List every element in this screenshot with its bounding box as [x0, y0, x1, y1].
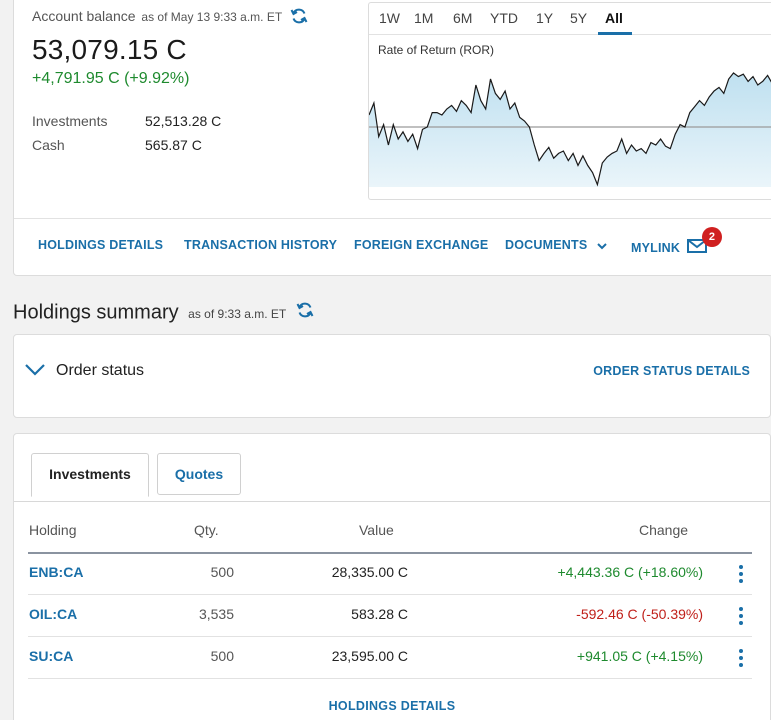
- order-status-details-link[interactable]: ORDER STATUS DETAILS: [593, 364, 750, 378]
- cash-label: Cash: [32, 137, 65, 153]
- range-6m[interactable]: 6M: [453, 10, 473, 26]
- col-change: Change: [639, 522, 689, 538]
- holdings-card: Investments Quotes Holding Qty. Value Ch…: [13, 433, 771, 720]
- holding-qty: 500: [210, 648, 234, 664]
- range-1w[interactable]: 1W: [379, 10, 400, 26]
- table-row: SU:CA 500 23,595.00 C +941.05 C (+4.15%): [28, 637, 752, 679]
- order-status-card: Order status ORDER STATUS DETAILS: [13, 334, 771, 418]
- holdings-details-footer-link[interactable]: HOLDINGS DETAILS: [328, 699, 456, 713]
- holding-value: 583.28 C: [351, 606, 408, 622]
- range-1y[interactable]: 1Y: [536, 10, 554, 26]
- summary-refresh-icon[interactable]: [296, 301, 314, 325]
- table-row: ENB:CA 500 28,335.00 C +4,443.36 C (+18.…: [28, 553, 752, 595]
- order-status-title[interactable]: Order status: [56, 362, 145, 379]
- account-nav: HOLDINGS DETAILS TRANSACTION HISTORY FOR…: [14, 218, 771, 272]
- cash-row: Cash 565.87 C: [32, 137, 202, 153]
- col-value: Value: [359, 522, 394, 538]
- ror-chart-panel: 1W 1M 6M YTD 1Y 5Y All Rate of Return (R…: [368, 2, 771, 200]
- documents-label: DOCUMENTS: [505, 238, 588, 252]
- range-selector: 1W 1M 6M YTD 1Y 5Y All: [369, 3, 771, 35]
- holding-change: -592.46 C (-50.39%): [576, 606, 703, 622]
- holding-qty: 3,535: [198, 606, 234, 622]
- summary-as-of: as of 9:33 a.m. ET: [188, 307, 287, 322]
- investments-value: 52,513.28 C: [145, 113, 222, 129]
- investments-label: Investments: [32, 113, 108, 129]
- account-balance-value: 53,079.15 C: [32, 34, 187, 65]
- refresh-icon[interactable]: [290, 7, 308, 28]
- holding-value: 23,595.00 C: [331, 648, 408, 664]
- balance-as-of: as of May 13 9:33 a.m. ET: [141, 10, 283, 25]
- range-5y[interactable]: 5Y: [570, 10, 588, 26]
- more-options-icon[interactable]: [738, 649, 744, 669]
- account-balance-label: Account balance as of May 13 9:33 a.m. E…: [32, 7, 308, 28]
- holdings-details-link[interactable]: HOLDINGS DETAILS: [38, 238, 164, 252]
- holdings-summary-title: Holdings summary as of 9:33 a.m. ET: [13, 301, 314, 325]
- ror-chart: [369, 72, 771, 187]
- tab-investments[interactable]: Investments: [31, 453, 149, 497]
- col-qty: Qty.: [194, 522, 219, 538]
- account-balance-change: +4,791.95 C (+9.92%): [32, 70, 190, 87]
- holding-symbol[interactable]: ENB:CA: [29, 564, 84, 580]
- holding-value: 28,335.00 C: [331, 564, 408, 580]
- mylink-badge: 2: [702, 227, 722, 247]
- documents-menu[interactable]: DOCUMENTS: [505, 238, 608, 252]
- holding-qty: 500: [210, 564, 234, 580]
- tabs-divider: [14, 501, 770, 502]
- transaction-history-link[interactable]: TRANSACTION HISTORY: [184, 238, 338, 252]
- ror-series-line: [369, 72, 771, 187]
- more-options-icon[interactable]: [738, 565, 744, 585]
- active-range-indicator: [598, 32, 632, 35]
- ror-label: Rate of Return (ROR): [378, 43, 495, 57]
- holding-change: +941.05 C (+4.15%): [576, 648, 703, 664]
- range-1m[interactable]: 1M: [414, 10, 434, 26]
- more-options-icon[interactable]: [738, 607, 744, 627]
- range-all[interactable]: All: [605, 10, 623, 26]
- table-row: OIL:CA 3,535 583.28 C -592.46 C (-50.39%…: [28, 595, 752, 637]
- account-card: Account balance as of May 13 9:33 a.m. E…: [13, 0, 771, 276]
- investments-row: Investments 52,513.28 C: [32, 113, 221, 129]
- tab-quotes[interactable]: Quotes: [157, 453, 241, 495]
- mylink-label: MYLINK: [631, 241, 681, 255]
- holding-change: +4,443.36 C (+18.60%): [557, 564, 703, 580]
- cash-value: 565.87 C: [145, 137, 202, 153]
- col-holding: Holding: [29, 522, 77, 538]
- holding-symbol[interactable]: OIL:CA: [29, 606, 78, 622]
- mylink-link[interactable]: MYLINK 2: [631, 227, 722, 255]
- foreign-exchange-link[interactable]: FOREIGN EXCHANGE: [354, 238, 489, 252]
- expand-chevron-icon[interactable]: [24, 363, 46, 377]
- ror-area-fill: [369, 73, 771, 187]
- holding-symbol[interactable]: SU:CA: [29, 648, 74, 664]
- range-ytd[interactable]: YTD: [490, 10, 518, 26]
- chevron-down-icon: [597, 242, 607, 250]
- table-header-divider: [28, 552, 752, 554]
